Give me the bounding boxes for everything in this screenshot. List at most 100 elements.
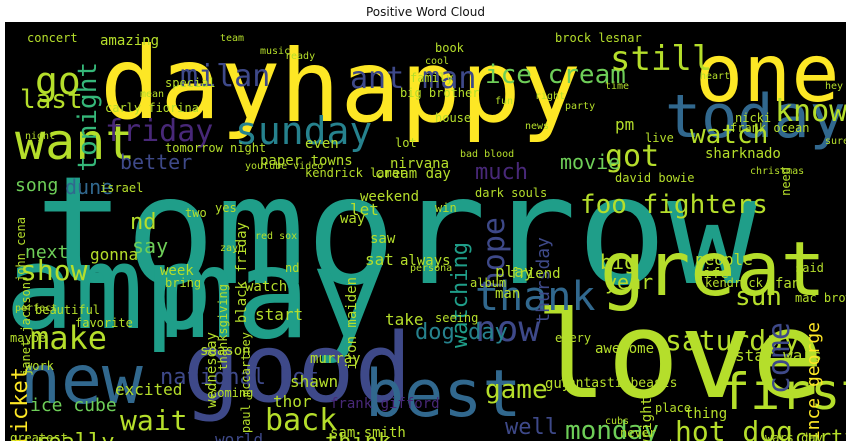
word-ready: ready <box>285 51 316 62</box>
word-life: life <box>695 266 729 282</box>
word-march: march <box>645 440 675 442</box>
word-ticket: ticket <box>8 367 33 441</box>
word-man: man <box>495 286 521 302</box>
word-said: said <box>795 261 824 275</box>
word-amazing: amazing <box>100 33 160 49</box>
word-kendrick-lamar: kendrick lamar <box>305 166 407 180</box>
word-carly-fiorina: carly fiorina <box>105 101 199 115</box>
word-lot: lot <box>395 136 417 150</box>
word-make: make <box>30 319 108 357</box>
word-dark-souls: dark souls <box>475 186 548 200</box>
word-live: live <box>645 131 674 145</box>
word-team: team <box>220 33 245 44</box>
word-black-friday: black friday <box>234 222 250 324</box>
word-paper-towns: paper towns <box>260 153 353 169</box>
word-well: well <box>505 415 558 440</box>
word-sure: sure <box>825 136 846 147</box>
word-curtis: curtis <box>795 425 846 441</box>
word-want: want <box>15 113 136 171</box>
word-youtube-video: youtube video <box>245 161 324 172</box>
word-wars-day: wars day <box>765 431 823 441</box>
word-brock-lesnar: brock lesnar <box>555 31 642 45</box>
word-now: now <box>475 309 541 350</box>
word-greatest: greatest <box>10 431 68 441</box>
word-right: right <box>535 91 566 102</box>
word-best: best <box>365 357 522 432</box>
word-prince-george: prince george <box>803 322 824 441</box>
word-sun: sun <box>735 282 782 312</box>
word-tomorrow-night: tomorrow night <box>165 141 267 155</box>
word-fun: fun <box>495 96 514 107</box>
word-may: may <box>160 222 386 367</box>
word-awesome: awesome <box>595 341 655 357</box>
word-beautiful: beautiful <box>35 303 101 317</box>
word-tonight: tonight <box>73 62 103 172</box>
word-great: great <box>600 225 826 313</box>
word-guy: guy <box>545 376 571 392</box>
word-pm: pm <box>615 115 635 134</box>
word-bad-blood: bad blood <box>460 149 515 160</box>
word-watch: watch <box>245 279 288 295</box>
word-israel: israel <box>100 181 144 195</box>
word-gonna: gonna <box>90 245 139 264</box>
word-got: got <box>605 139 660 174</box>
word-coming: coming <box>210 386 254 400</box>
word-always: always <box>400 253 451 269</box>
word-hot-dog: hot dog <box>675 415 794 442</box>
word-play: play <box>495 262 534 281</box>
word-fan: fan <box>775 276 801 292</box>
word-foo-fighters: foo fighters <box>580 190 768 220</box>
word-last: last <box>20 85 83 115</box>
word-think: think <box>325 432 391 442</box>
word-excited: excited <box>115 380 183 399</box>
word-zayn: zayn <box>220 243 245 254</box>
word-murray: murray <box>310 351 361 367</box>
word-paul-mccartney: paul mccartney <box>239 332 253 434</box>
word-party: party <box>565 101 596 112</box>
word-music: music <box>260 46 291 57</box>
figure-title: Positive Word Cloud <box>365 5 485 19</box>
word-house: house <box>435 111 472 125</box>
word-concert: concert <box>27 31 78 45</box>
word-monday: monday <box>565 416 659 441</box>
word-season: season <box>200 343 251 359</box>
word-saw: saw <box>370 231 396 247</box>
word-cream-day: cream day <box>375 166 451 182</box>
word-game: game <box>485 375 548 405</box>
word-sat: sat <box>365 250 394 269</box>
word-perfect: perfect <box>15 303 58 314</box>
word-book: book <box>435 41 464 55</box>
word-two: two <box>185 206 207 220</box>
word-news: news <box>525 121 550 132</box>
word-seeing: seeing <box>435 311 479 325</box>
word-even: even <box>305 136 339 152</box>
word-way: way <box>340 211 366 227</box>
word-work: work <box>25 359 54 373</box>
word-iron-maiden: iron maiden <box>344 277 360 370</box>
word-fantasticbeasts: fantasticbeasts <box>560 376 678 391</box>
word-week: week <box>160 263 194 279</box>
word-ice-cube: ice cube <box>30 395 117 416</box>
word-let: let <box>350 200 379 219</box>
word-start: start <box>255 305 304 324</box>
word-thor: thor <box>273 392 312 411</box>
word-wait: wait <box>120 404 188 437</box>
word-happy: happy <box>280 28 582 145</box>
word-take: take <box>385 310 424 329</box>
word-cubs: cubs <box>605 416 630 427</box>
word-sharknado: sharknado <box>705 146 781 162</box>
word-thank: thank <box>475 274 596 320</box>
word-dune: dune <box>65 175 114 199</box>
word-saturday: saturday <box>665 324 800 357</box>
word-heart: heart <box>700 71 731 82</box>
word-sunday: sunday <box>235 109 373 153</box>
word-today: today <box>665 82 846 152</box>
word-tomorrow: tomorrow <box>35 145 758 319</box>
word-back: back <box>265 403 338 438</box>
word-really: really <box>35 432 114 442</box>
word-red-sox: red sox <box>255 231 298 242</box>
word-frank-ocean: frank ocean <box>730 121 810 135</box>
word-thanksgiving: thanksgiving <box>216 284 230 371</box>
word-amp: amp <box>5 222 213 356</box>
